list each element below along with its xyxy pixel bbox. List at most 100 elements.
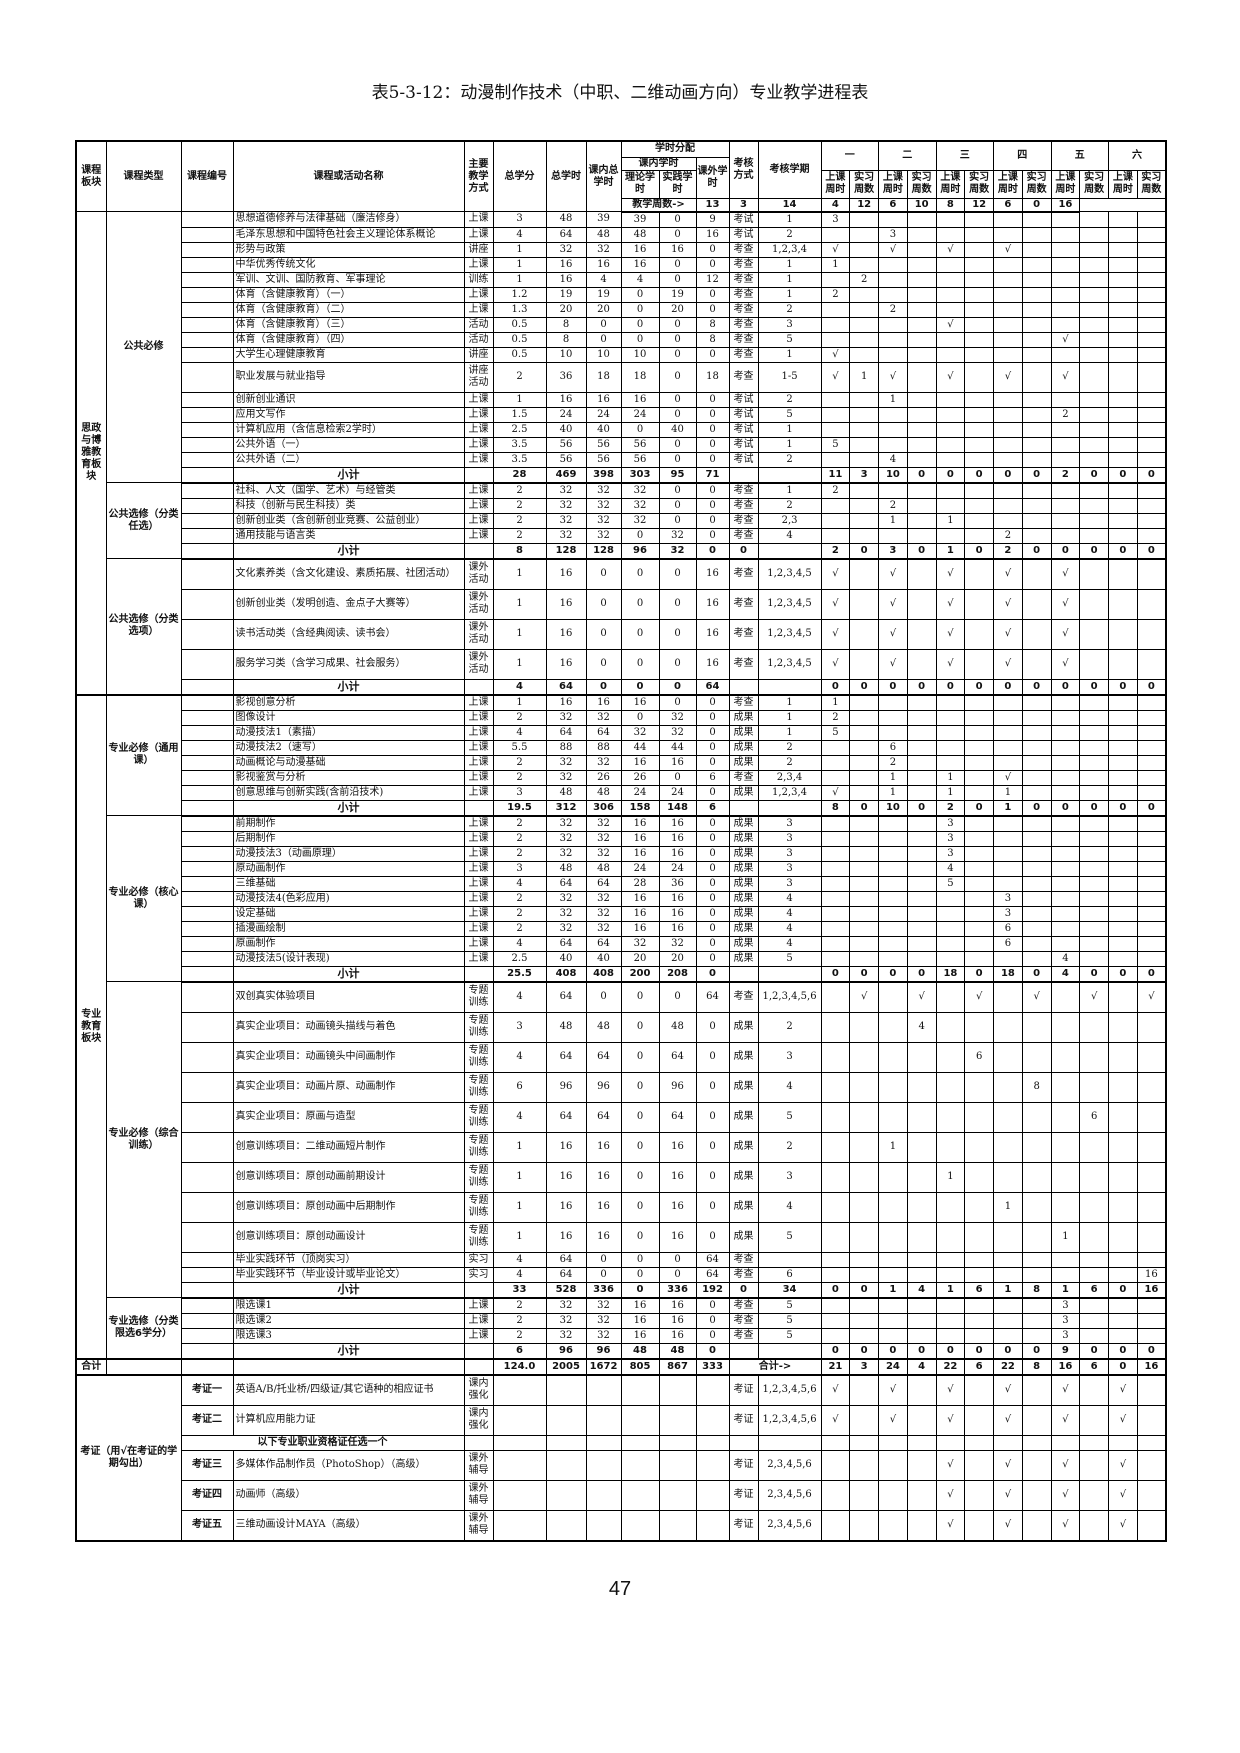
course-name: 毛泽东思想和中国特色社会主义理论体系概论: [232, 226, 465, 243]
subtotal-semester: 0: [849, 542, 880, 560]
semester-cell: 3: [935, 845, 966, 862]
header-in-alloc: 课内学时: [620, 156, 697, 171]
semester-cell: [906, 211, 937, 228]
cell-theory: 26: [620, 769, 660, 786]
course-name: 前期制作: [232, 815, 465, 832]
semester-cell: [993, 482, 1023, 499]
semester-cell: [935, 301, 966, 318]
semester-cell: [1050, 1011, 1081, 1043]
course-name: 原画制作: [232, 935, 465, 952]
semester-cell: [849, 935, 880, 952]
cell-hours: 64: [545, 875, 587, 892]
semester-cell: [1050, 830, 1081, 847]
subtotal-semester: 0: [878, 1342, 908, 1360]
semester-cell: [993, 754, 1023, 771]
teaching-method: 课内强化: [463, 1404, 494, 1436]
table-body: 思政与博雅教育板块 公共必修 思想道德修养与法律基础（廉洁修身） 上课 3 48 39 39 0…: [75, 211, 1167, 1541]
course-name: 公共外语（二）: [232, 451, 465, 468]
cell-theory: 56: [620, 451, 660, 468]
empty-cell: [695, 1449, 730, 1481]
cell-out: 16: [695, 226, 730, 243]
semester-cell: [993, 1251, 1023, 1268]
subtotal-hours: 469: [545, 466, 587, 484]
cell-out: 0: [695, 527, 730, 544]
semester-cell: [878, 1251, 908, 1268]
table-row: 动漫技法3（动画原理） 上课 2 32 32 16 16 0 成果 3 3: [76, 845, 1167, 862]
semester-cell: [1021, 391, 1052, 408]
table-row: 体育（含健康教育）（一） 上课 1.2 19 19 0 19 0 考查 1 2: [76, 286, 1167, 303]
table-row: 创新创业类（含创新创业竞赛、公益创业） 上课 2 32 32 32 0 0 考查 2,3 1 1: [76, 512, 1167, 529]
semester-cell: [1136, 346, 1167, 363]
exam-term: 2: [757, 226, 822, 243]
semester-cell: [906, 1327, 937, 1344]
semester-cell: [1079, 421, 1110, 438]
semester-cell: √: [820, 346, 851, 363]
semester-cell: [1021, 845, 1052, 862]
empty-cell: [878, 1434, 908, 1451]
semester-cell: [993, 211, 1023, 228]
semester-cell: √: [1050, 1509, 1081, 1541]
cell-hours: 32: [545, 1312, 587, 1329]
semester-cell: [820, 226, 851, 243]
total-semester: 24: [878, 1357, 908, 1376]
cell-credit: 2: [492, 361, 547, 393]
semester-cell: [849, 754, 880, 771]
semester-cell: [1136, 709, 1167, 726]
semester-cell: [1079, 935, 1110, 952]
semester-cell: [1050, 512, 1081, 529]
semester-cell: 2: [878, 754, 908, 771]
semester-cell: [1021, 905, 1052, 922]
semester-cell: [993, 421, 1023, 438]
subtotal-semester: 0: [1050, 678, 1081, 696]
table-row: 专业必修（核心课） 前期制作 上课 2 32 32 16 16 0 成果 3 3: [76, 815, 1167, 982]
course-code: [180, 391, 234, 408]
subtotal-semester: 0: [1021, 466, 1052, 484]
semester-cell: [1079, 241, 1110, 258]
semester-cell: [1079, 1131, 1110, 1163]
semester-cell: √: [1050, 558, 1081, 590]
semester-cell: [1136, 920, 1167, 937]
semester-cell: [1079, 1449, 1110, 1481]
exam-method: 成果: [728, 815, 759, 832]
subtotal-semester: 0: [1108, 542, 1138, 560]
course-code: [180, 799, 234, 817]
semester-cell: √: [878, 618, 908, 650]
semester-cell: [935, 1101, 966, 1133]
total-in: 1672: [585, 1357, 622, 1376]
cell-in: 48: [585, 860, 622, 877]
grand-total-row: 合计 124.0 2005 1672 805 867 333 合计-> 21 3 24 4 22 6 22 8…: [75, 1357, 1167, 1376]
semester-cell: [1021, 527, 1052, 544]
semester-cell: [1079, 784, 1110, 801]
semester-cell: [1108, 709, 1138, 726]
semester-cell: [964, 693, 995, 711]
semester-cell: [1136, 1041, 1167, 1073]
cell-hours: 16: [545, 271, 587, 288]
subtotal-semester: 0: [906, 799, 937, 817]
total-semester: 0: [1108, 1357, 1138, 1376]
cell-hours: 16: [545, 588, 587, 620]
exam-term: 5: [757, 1312, 822, 1329]
subtotal-semester: 0: [935, 1342, 966, 1360]
teaching-method: 讲座活动: [463, 361, 494, 393]
cell-in: 10: [585, 346, 622, 363]
subtotal-hours: 128: [545, 542, 587, 560]
semester-cell: [935, 527, 966, 544]
empty-cell: [492, 1509, 547, 1541]
course-code: [180, 739, 234, 756]
empty-cell: [658, 1449, 697, 1481]
semester-cell: [906, 226, 937, 243]
cell-practice: 16: [658, 754, 697, 771]
semester-cell: [964, 754, 995, 771]
cell-hours: 32: [545, 512, 587, 529]
course-code: [180, 331, 234, 348]
semester-cell: [935, 211, 966, 228]
cell-theory: 16: [620, 830, 660, 847]
teaching-method: 上课: [463, 815, 494, 832]
exam-method: 考查: [728, 527, 759, 544]
cell-in: 32: [585, 815, 622, 832]
semester-cell: [906, 1509, 937, 1541]
table-row: 影视鉴赏与分析 上课 2 32 26 26 0 6 考查 2,3,4 1 1 √: [76, 769, 1167, 786]
course-name: 创新创业类（含创新创业竞赛、公益创业）: [232, 512, 465, 529]
semester-cell: [1021, 1161, 1052, 1193]
cell-in: 16: [585, 1161, 622, 1193]
